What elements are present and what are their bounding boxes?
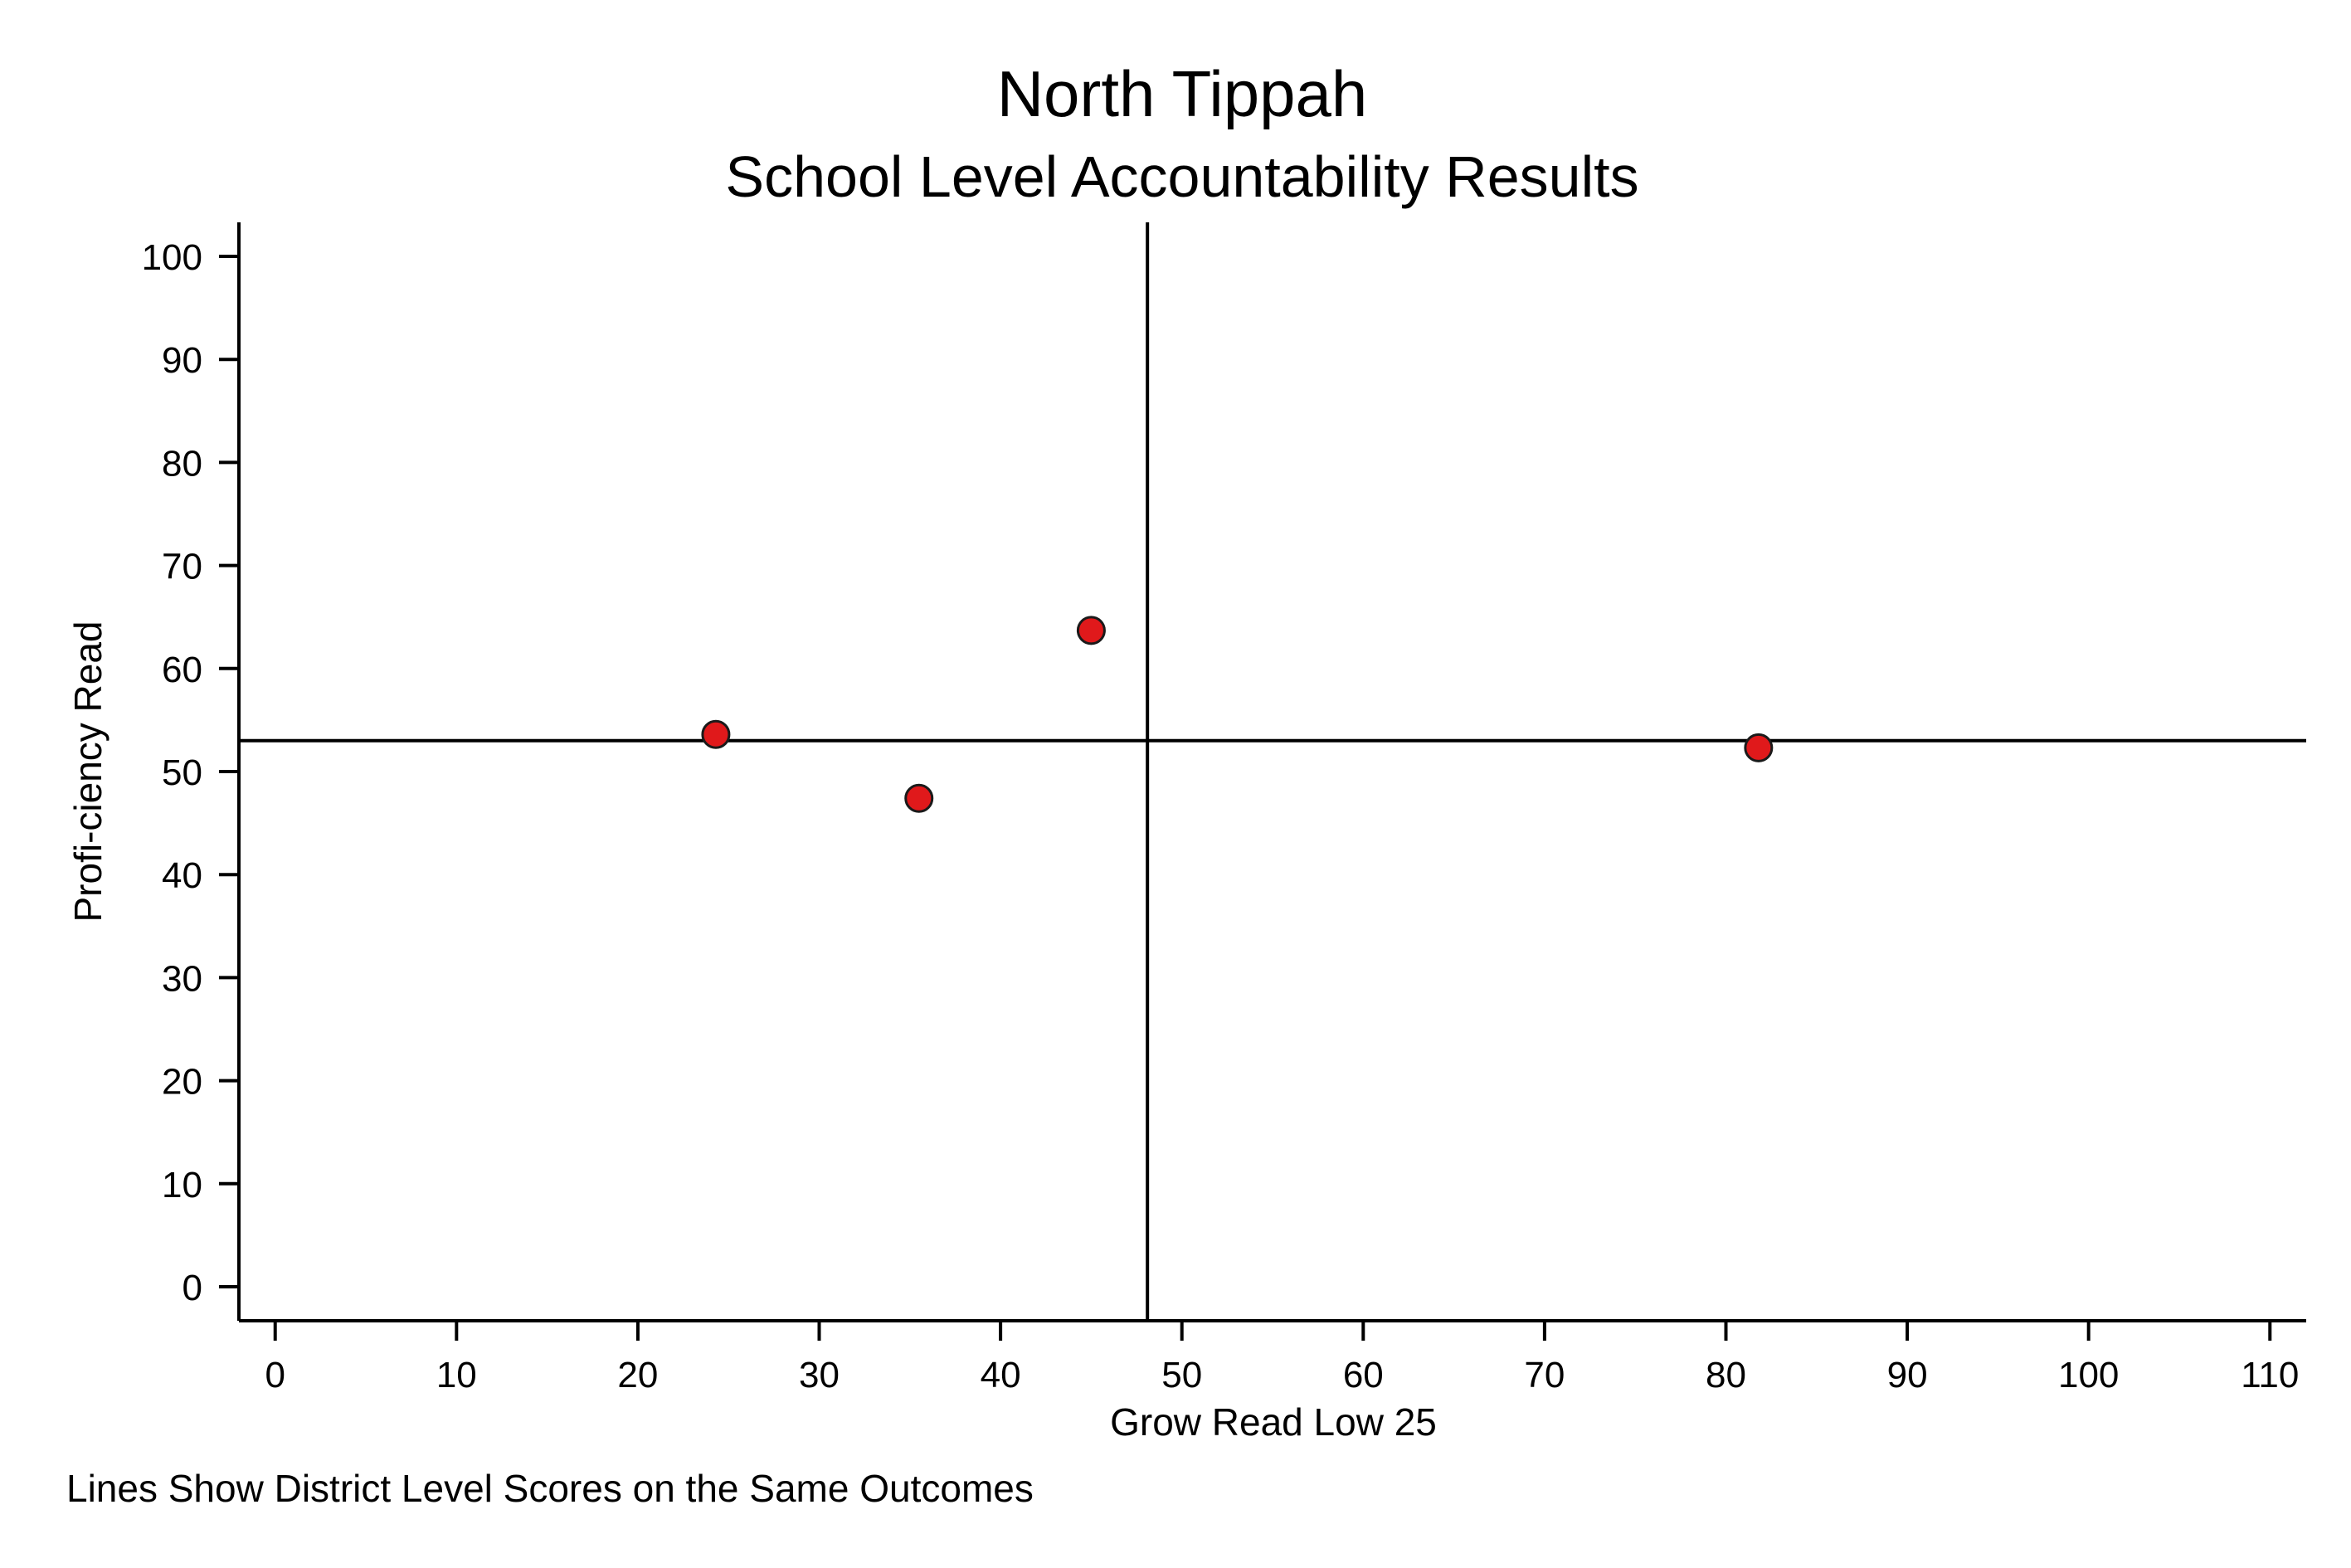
y-tick-label: 90	[162, 340, 202, 381]
x-tick-label: 60	[1343, 1355, 1384, 1395]
x-tick-label: 80	[1706, 1355, 1746, 1395]
plot-area: 0 10 20 30 40 50 60 70 80 90 100 0 10 20 30 40 50 60 70 80 9…	[142, 222, 2306, 1395]
chart-subtitle: School Level Accountability Results	[725, 144, 1638, 209]
y-axis-title: Profi-ciency Read	[66, 621, 110, 922]
x-tick-label: 10	[436, 1355, 477, 1395]
y-tick-label: 60	[162, 650, 202, 690]
data-point	[904, 783, 934, 813]
y-tick-label: 100	[142, 237, 202, 278]
x-tick-label: 100	[2058, 1355, 2119, 1395]
y-tick-label: 50	[162, 752, 202, 793]
y-tick-label: 40	[162, 855, 202, 896]
y-tick-label: 80	[162, 443, 202, 484]
x-tick-label: 50	[1161, 1355, 1202, 1395]
x-tick-label: 70	[1524, 1355, 1565, 1395]
x-tick-label: 30	[799, 1355, 840, 1395]
data-point	[701, 719, 731, 749]
y-tick-label: 70	[162, 547, 202, 587]
x-tick-label: 90	[1887, 1355, 1928, 1395]
chart-note: Lines Show District Level Scores on the …	[66, 1467, 1034, 1510]
x-tick-label: 110	[2241, 1355, 2299, 1395]
x-tick-label: 0	[265, 1355, 285, 1395]
y-tick-label: 10	[162, 1165, 202, 1205]
y-tick-label: 0	[183, 1268, 202, 1308]
x-tick-label: 40	[981, 1355, 1021, 1395]
data-point	[1076, 616, 1106, 645]
data-point	[1744, 733, 1774, 762]
x-axis-title: Grow Read Low 25	[1110, 1400, 1437, 1444]
x-tick-label: 20	[617, 1355, 658, 1395]
y-tick-label: 20	[162, 1062, 202, 1103]
y-tick-label: 30	[162, 958, 202, 999]
chart-title: North Tippah	[997, 57, 1368, 130]
